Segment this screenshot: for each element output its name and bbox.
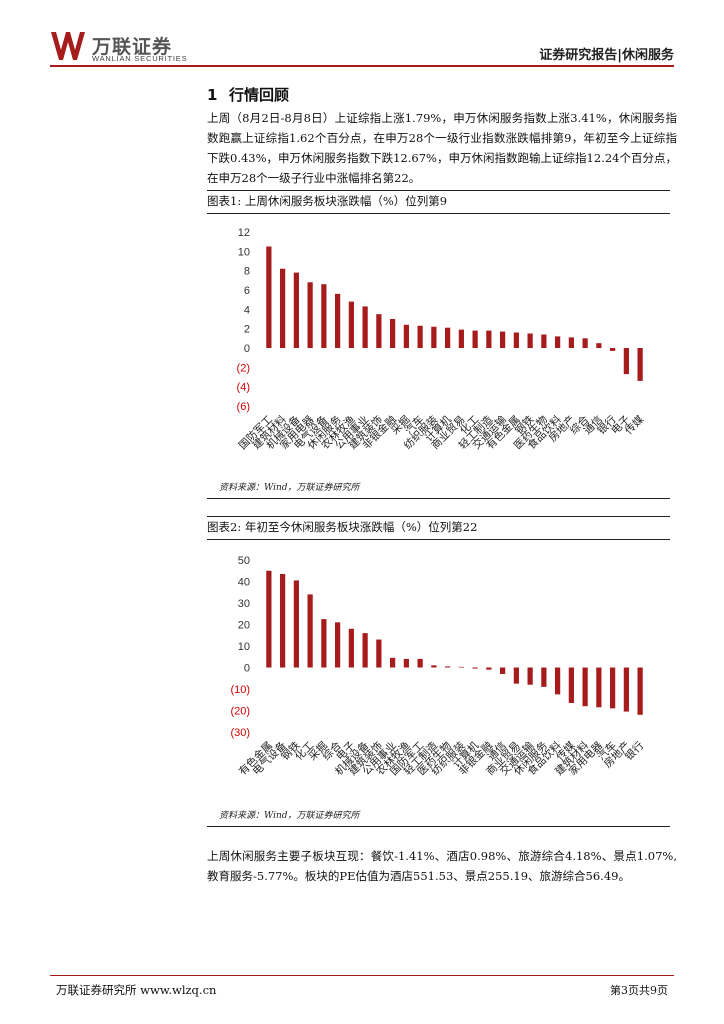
bar <box>472 330 478 348</box>
y-tick-label: 10 <box>238 246 250 258</box>
bar <box>541 667 547 687</box>
bar <box>445 666 451 668</box>
figure1-title: 图表1: 上周休闲服务板块涨跌幅（%）位列第9 <box>207 190 670 214</box>
y-tick-label: 20 <box>238 620 250 632</box>
bar <box>445 327 451 348</box>
y-tick-label: (10) <box>230 684 250 696</box>
figure1-source: 资料来源：Wind，万联证券研究所 <box>219 483 360 493</box>
bar <box>623 348 629 375</box>
bar <box>403 658 409 668</box>
bar <box>431 326 437 348</box>
bar <box>335 293 341 348</box>
footer-divider <box>50 975 674 976</box>
y-tick-label: 0 <box>244 343 250 355</box>
bar <box>596 343 602 348</box>
subsector-paragraph: 上周休闲服务主要子板块互现：餐饮-1.41%、酒店0.98%、旅游综合4.18%… <box>207 849 677 883</box>
y-tick-label: 2 <box>244 324 250 336</box>
bar <box>513 332 519 348</box>
y-tick-label: (4) <box>237 382 250 394</box>
bar <box>637 667 643 715</box>
weekly-change-bar-chart: 121086420(2)(4)(6)国防军工建筑材料机械设备家用电器电气设备休闲… <box>236 227 646 452</box>
bar <box>376 639 382 668</box>
bar <box>458 666 464 668</box>
section-number: 1 <box>207 86 218 104</box>
bar <box>307 594 313 668</box>
bar <box>555 667 561 695</box>
y-tick-label: 50 <box>238 555 250 567</box>
bar <box>582 338 588 348</box>
bar <box>417 325 423 348</box>
y-tick-label: (20) <box>230 706 250 718</box>
bar <box>527 667 533 685</box>
y-tick-label: 10 <box>238 641 250 653</box>
figure1-bottom-rule <box>207 498 670 499</box>
bar <box>458 329 464 348</box>
y-tick-label: 0 <box>244 663 250 675</box>
page-number: 第3页共9页 <box>610 984 668 997</box>
bar <box>486 667 492 670</box>
logo-text-cn: 万联证券 <box>92 36 173 58</box>
bar <box>307 282 313 348</box>
bar <box>472 667 478 669</box>
bar <box>527 333 533 348</box>
bar <box>321 284 327 348</box>
bar <box>623 667 629 712</box>
bar <box>348 301 354 348</box>
bar <box>610 348 616 351</box>
bar <box>582 667 588 707</box>
bar <box>321 619 327 668</box>
bar <box>486 330 492 348</box>
bar <box>568 667 574 703</box>
bar <box>541 334 547 348</box>
figure2-bottom-rule <box>207 826 670 827</box>
y-tick-label: (30) <box>230 727 250 739</box>
bar <box>637 348 643 381</box>
bar <box>293 580 299 668</box>
y-tick-label: (6) <box>237 401 250 413</box>
bar <box>596 667 602 708</box>
footer-website: 万联证券研究所 www.wlzq.cn <box>56 983 217 997</box>
bar <box>390 657 396 668</box>
bar <box>513 667 519 684</box>
bar <box>362 306 368 348</box>
bar <box>568 337 574 348</box>
y-tick-label: 40 <box>238 577 250 589</box>
bar <box>431 665 437 668</box>
bar <box>376 314 382 348</box>
bar <box>417 658 423 668</box>
bar <box>266 246 272 348</box>
bar <box>280 268 286 348</box>
y-tick-label: 8 <box>244 266 250 278</box>
y-tick-label: 30 <box>238 598 250 610</box>
bar <box>403 324 409 348</box>
y-tick-label: 6 <box>244 285 250 297</box>
bar <box>348 628 354 668</box>
figure2-title: 图表2: 年初至今休闲服务板块涨跌幅（%）位列第22 <box>207 516 670 540</box>
y-tick-label: 12 <box>238 227 250 239</box>
logo-text-en: WANLIAN SECURITIES <box>92 54 188 63</box>
report-category: 证券研究报告|休闲服务 <box>539 48 674 63</box>
bar <box>362 633 368 668</box>
bar <box>293 272 299 348</box>
bar <box>555 336 561 348</box>
y-tick-label: 4 <box>244 304 250 316</box>
logo-mark-icon <box>51 32 85 60</box>
section-heading: 1 行情回顾 <box>207 84 289 105</box>
section-title: 行情回顾 <box>229 86 290 104</box>
bar <box>280 573 286 668</box>
bar <box>335 622 341 668</box>
market-review-paragraph: 上周（8月2日-8月8日）上证综指上涨1.79%，申万休闲服务指数上涨3.41%… <box>207 111 677 185</box>
bar <box>500 331 506 348</box>
figure2-source: 资料来源：Wind，万联证券研究所 <box>219 811 360 821</box>
bar <box>610 667 616 709</box>
ytd-change-bar-chart: 50403020100(10)(20)(30)有色金属电气设备钢铁化工采掘综合电… <box>230 555 646 778</box>
bar <box>500 667 506 674</box>
bar <box>266 570 272 668</box>
bar <box>390 319 396 348</box>
y-tick-label: (2) <box>237 362 250 374</box>
header-divider <box>50 65 674 67</box>
